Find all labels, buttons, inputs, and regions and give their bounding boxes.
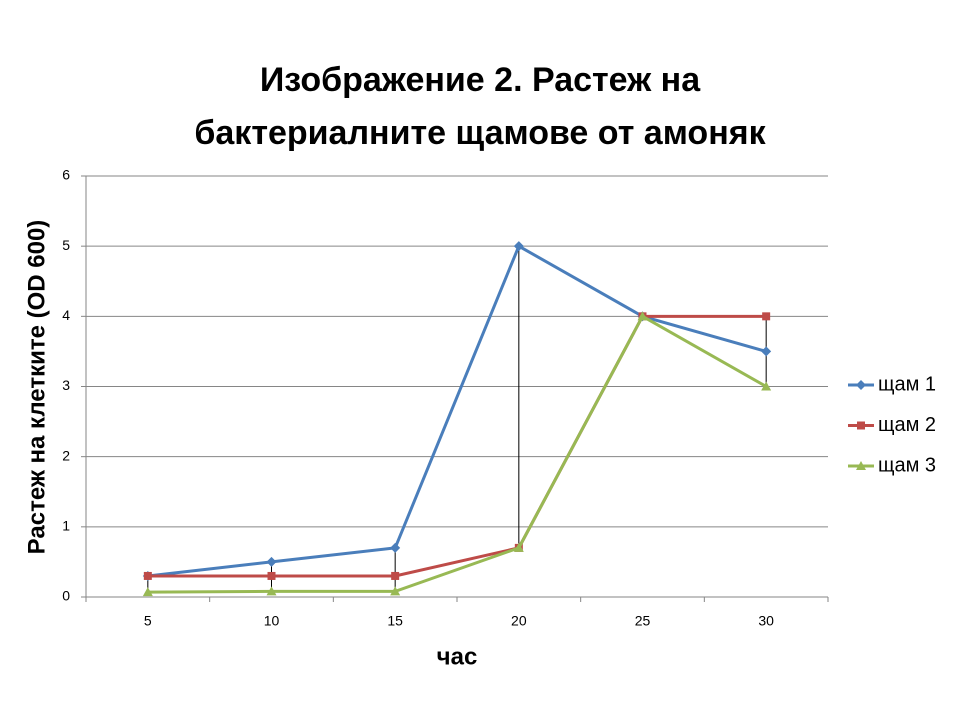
- data-point: [143, 571, 152, 580]
- y-axis-label: Растеж на клетките (OD 600): [23, 220, 50, 555]
- series-line: [147, 244, 767, 578]
- x-tick-label: 20: [511, 613, 527, 629]
- series-line: [147, 314, 767, 578]
- chart-title: Изображение 2. Растеж на: [260, 61, 701, 99]
- y-tick-label: 0: [62, 588, 70, 604]
- x-tick-label: 10: [264, 613, 280, 629]
- y-tick-label: 2: [62, 447, 70, 463]
- x-tick-label: 5: [144, 613, 152, 629]
- x-axis-label: час: [437, 643, 478, 670]
- data-point: [267, 571, 276, 580]
- data-point: [513, 241, 524, 252]
- y-tick-label: 6: [62, 167, 70, 183]
- x-tick-label: 15: [387, 613, 403, 629]
- x-tick-label: 30: [758, 613, 774, 629]
- legend-marker: [857, 421, 865, 430]
- data-point: [266, 586, 277, 596]
- y-tick-label: 3: [62, 377, 70, 393]
- data-point: [761, 346, 772, 357]
- data-point: [513, 542, 524, 552]
- data-point: [266, 556, 277, 567]
- data-point: [762, 312, 771, 321]
- series-line: [147, 314, 767, 594]
- y-tick-label: 1: [62, 518, 70, 534]
- legend-marker: [856, 461, 866, 470]
- y-tick-label: 5: [62, 237, 70, 253]
- data-point: [390, 542, 401, 553]
- data-point: [390, 586, 401, 596]
- x-tick-label: 25: [635, 613, 651, 629]
- legend-label: щам 2: [878, 414, 936, 436]
- legend-label: щам 3: [878, 454, 936, 476]
- data-point: [142, 587, 153, 597]
- legend-marker: [856, 380, 866, 390]
- y-tick-label: 4: [62, 307, 70, 323]
- data-point: [761, 381, 772, 391]
- chart-title: бактериалните щамове от амоняк: [194, 114, 766, 152]
- legend-label: щам 1: [878, 373, 936, 395]
- data-point: [391, 571, 400, 580]
- data-point: [637, 311, 648, 321]
